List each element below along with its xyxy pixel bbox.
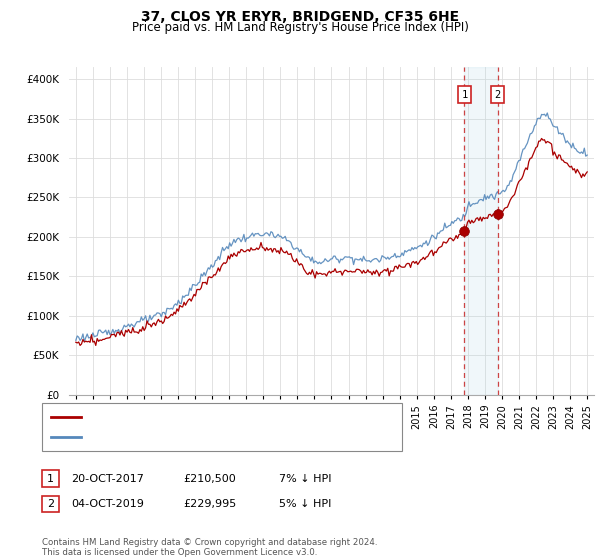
Text: 5% ↓ HPI: 5% ↓ HPI xyxy=(279,499,331,509)
Text: 37, CLOS YR ERYR, BRIDGEND, CF35 6HE (detached house): 37, CLOS YR ERYR, BRIDGEND, CF35 6HE (de… xyxy=(88,412,397,422)
Text: 1: 1 xyxy=(47,474,54,484)
Text: 20-OCT-2017: 20-OCT-2017 xyxy=(71,474,143,484)
Text: 2: 2 xyxy=(494,90,501,100)
Text: £210,500: £210,500 xyxy=(183,474,236,484)
Text: 7% ↓ HPI: 7% ↓ HPI xyxy=(279,474,331,484)
Text: £229,995: £229,995 xyxy=(183,499,236,509)
Text: Contains HM Land Registry data © Crown copyright and database right 2024.
This d: Contains HM Land Registry data © Crown c… xyxy=(42,538,377,557)
Text: HPI: Average price, detached house, Bridgend: HPI: Average price, detached house, Brid… xyxy=(88,432,328,442)
Text: 37, CLOS YR ERYR, BRIDGEND, CF35 6HE: 37, CLOS YR ERYR, BRIDGEND, CF35 6HE xyxy=(141,10,459,24)
Bar xyxy=(464,67,497,395)
Text: 2: 2 xyxy=(47,499,54,509)
Text: 1: 1 xyxy=(461,90,467,100)
Text: Price paid vs. HM Land Registry's House Price Index (HPI): Price paid vs. HM Land Registry's House … xyxy=(131,21,469,34)
Text: 04-OCT-2019: 04-OCT-2019 xyxy=(71,499,143,509)
